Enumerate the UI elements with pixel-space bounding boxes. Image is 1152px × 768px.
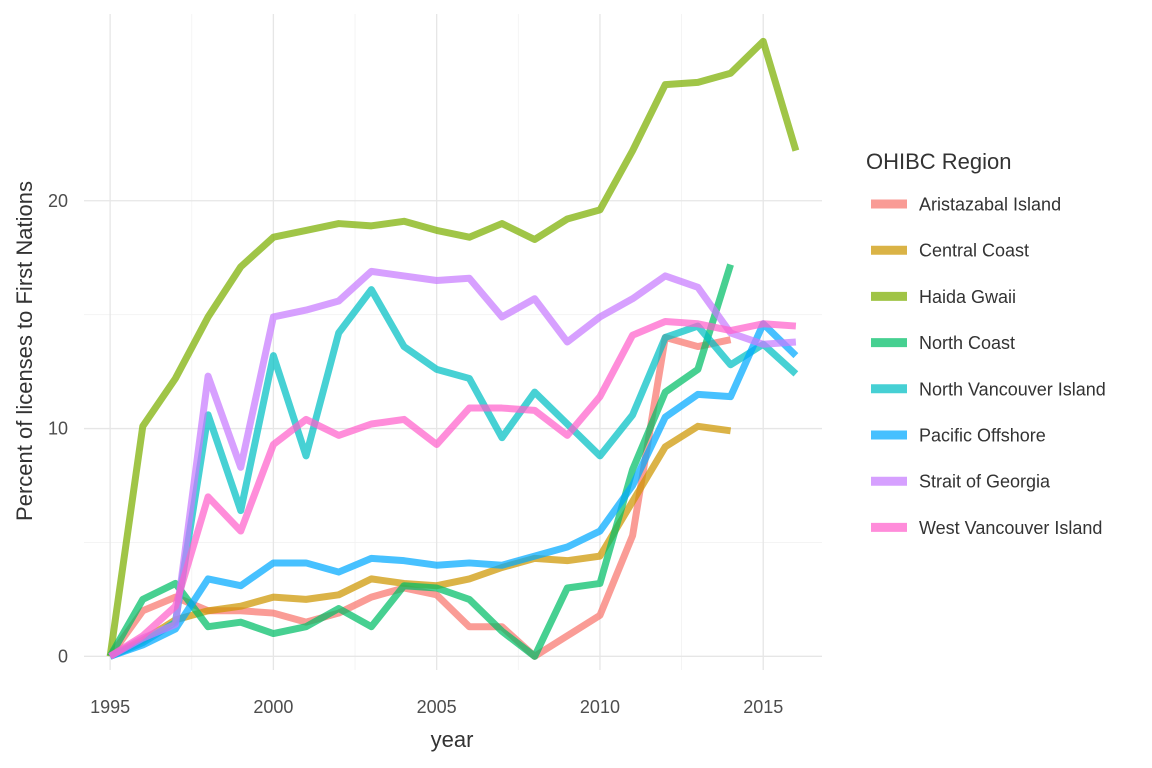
legend-label: Central Coast	[919, 241, 1029, 261]
x-tick-label: 1995	[90, 697, 130, 717]
legend: OHIBC Region Aristazabal Island Central C…	[866, 149, 1106, 538]
legend-item-aristazabal-island: Aristazabal Island	[871, 195, 1061, 215]
legend-label: North Vancouver Island	[919, 379, 1106, 399]
y-axis-title: Percent of licenses to First Nations	[12, 181, 37, 521]
legend-label: Pacific Offshore	[919, 426, 1046, 446]
y-tick-label: 10	[48, 419, 68, 439]
y-tick-labels: 0 10 20	[48, 191, 68, 667]
legend-label: Aristazabal Island	[919, 195, 1061, 215]
series-line-haida-gwaii	[106, 37, 800, 657]
series-line-strait-of-georgia	[108, 267, 797, 660]
legend-items: Aristazabal Island Central Coast Haida Gwa…	[871, 195, 1106, 538]
series-line-north-vancouver-island	[108, 286, 799, 660]
legend-item-haida-gwaii: Haida Gwaii	[871, 287, 1016, 307]
legend-item-west-vancouver-island: West Vancouver Island	[871, 518, 1102, 538]
legend-item-strait-of-georgia: Strait of Georgia	[871, 472, 1051, 492]
series-line-pacific-offshore	[108, 320, 799, 660]
legend-item-pacific-offshore: Pacific Offshore	[871, 426, 1046, 446]
x-tick-label: 2005	[417, 697, 457, 717]
legend-label: West Vancouver Island	[919, 518, 1102, 538]
series-line-west-vancouver-island	[108, 318, 797, 660]
legend-title: OHIBC Region	[866, 149, 1012, 174]
legend-item-north-vancouver-island: North Vancouver Island	[871, 379, 1106, 399]
y-tick-label: 0	[58, 646, 68, 666]
x-tick-label: 2000	[253, 697, 293, 717]
y-tick-label: 20	[48, 191, 68, 211]
x-axis-title: year	[431, 727, 474, 752]
legend-label: Haida Gwaii	[919, 287, 1016, 307]
series-lines	[106, 37, 800, 660]
legend-item-central-coast: Central Coast	[871, 241, 1029, 261]
legend-label: Strait of Georgia	[919, 472, 1051, 492]
x-tick-label: 2010	[580, 697, 620, 717]
legend-label: North Coast	[919, 333, 1015, 353]
x-tick-labels: 1995 2000 2005 2010 2015	[90, 697, 783, 717]
legend-item-north-coast: North Coast	[871, 333, 1015, 353]
x-tick-label: 2015	[743, 697, 783, 717]
